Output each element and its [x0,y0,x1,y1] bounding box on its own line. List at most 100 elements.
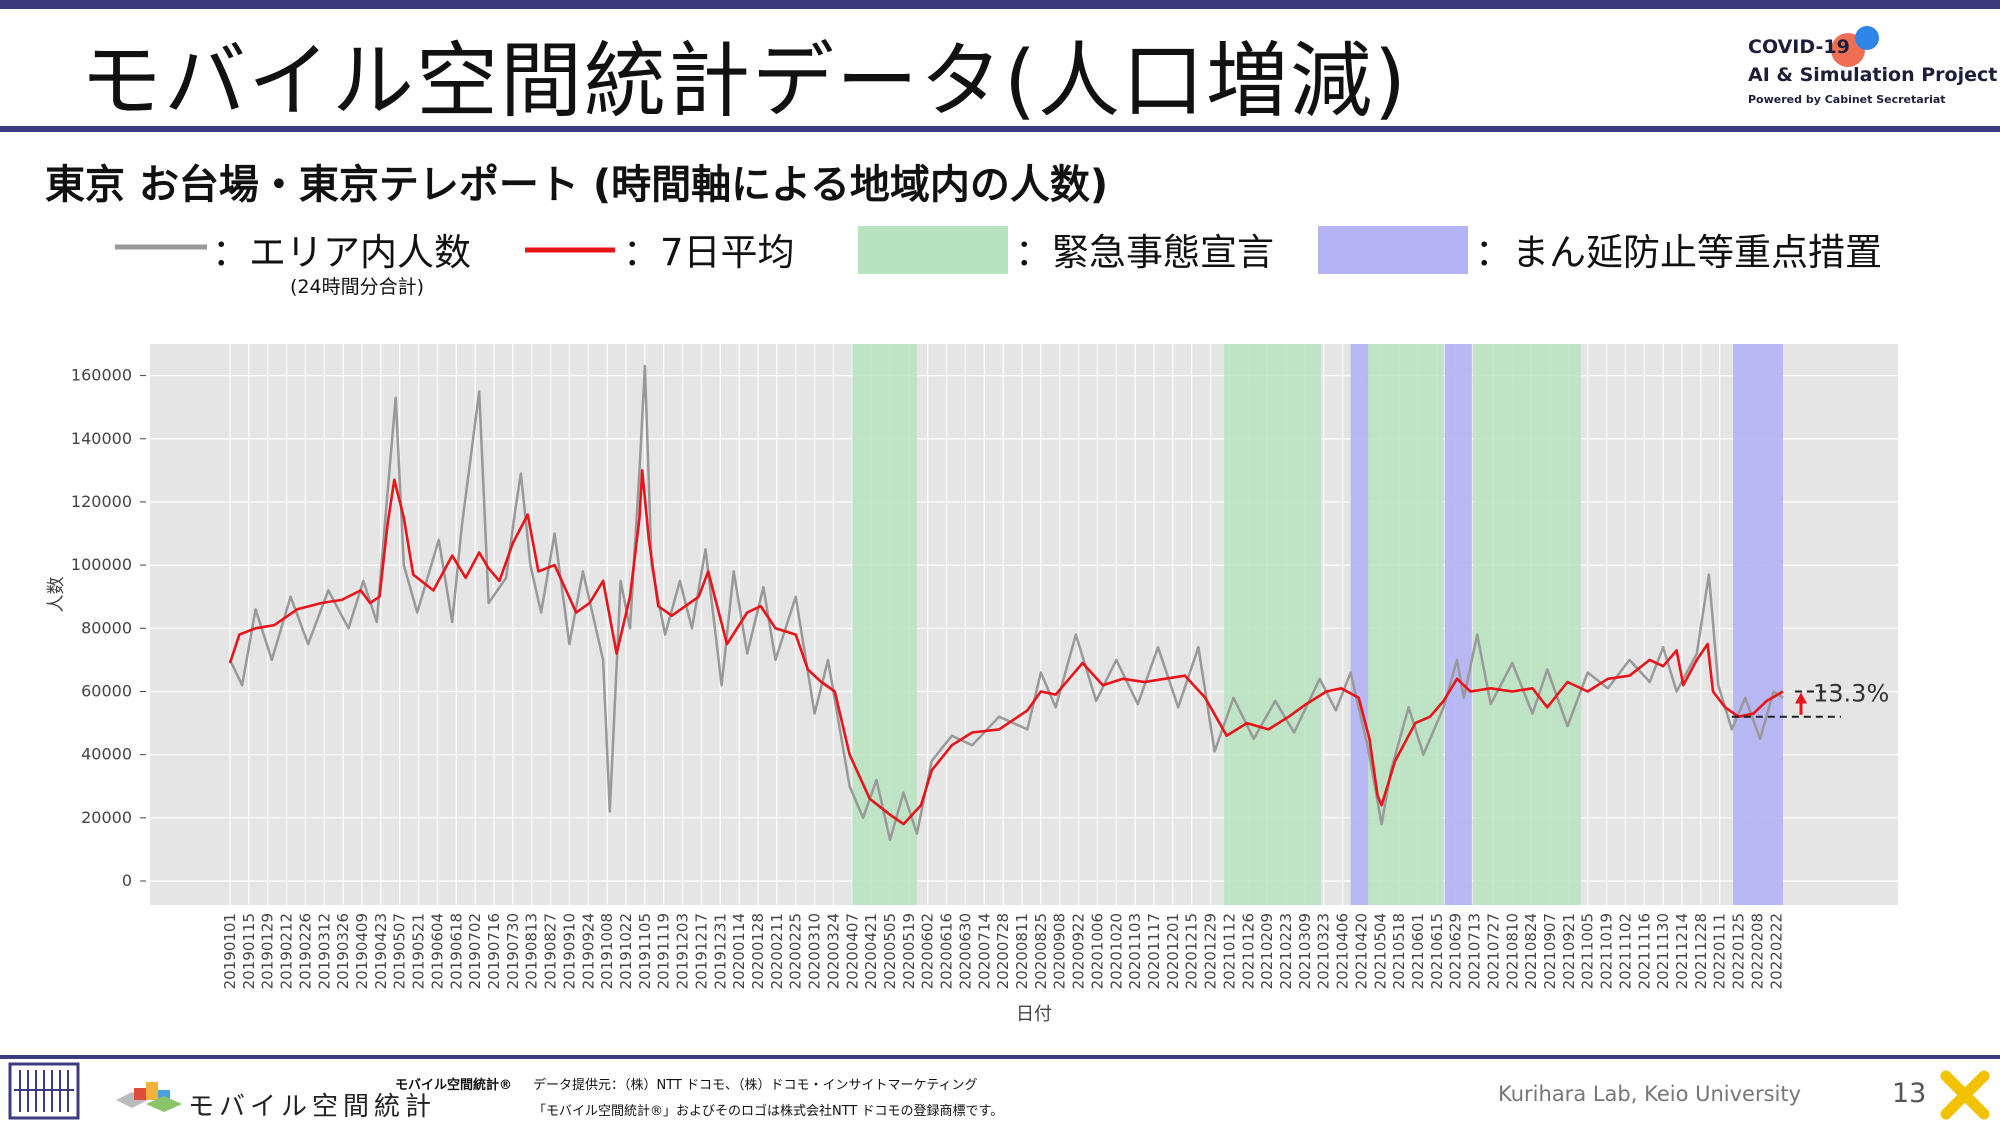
x-tick-label: 20190521 [410,913,428,989]
logo-line2: AI & Simulation Project [1748,64,1998,86]
x-tick-label: 20191008 [598,913,616,989]
x-tick-label: 20190924 [579,913,597,989]
x-tick-label: 20210824 [1522,913,1540,989]
legend-raw-label: ：エリア内人数 [212,231,471,274]
x-tick-label: 20210209 [1258,913,1276,989]
x-tick-label: 20210907 [1541,913,1559,989]
legend-avg-swatch [525,247,615,253]
x-tick-label: 20190702 [466,913,484,989]
legend-raw-swatch [115,244,207,250]
lab-logo-icon [8,1062,80,1120]
x-tick-label: 20200225 [787,913,805,989]
page-number: 13 [1892,1078,1927,1109]
x-tick-label: 20200324 [824,913,842,989]
semi-emergency-period-band [1444,344,1472,905]
x-tick-label: 20210615 [1428,913,1446,989]
x-tick-label: 20211005 [1579,913,1597,989]
x-tick-label: 20191231 [711,913,729,989]
x-tick-label: 20191105 [636,913,654,989]
x-tick-label: 20210518 [1390,913,1408,989]
x-tick-label: 20190226 [296,913,314,989]
series-avg-line [228,469,1784,826]
x-tick-label: 20210921 [1560,913,1578,989]
x-tick-label: 20200811 [1013,913,1031,989]
x-tick-label: 20220111 [1711,913,1729,989]
emergency-period-band [1368,344,1444,905]
x-tick-label: 20210126 [1239,913,1257,989]
y-tick-label: 160000 [71,366,132,385]
y-tick-label: 120000 [71,492,132,511]
header-divider [0,126,2000,132]
x-tick-label: 20191203 [674,913,692,989]
x-tick-label: 20201215 [1183,913,1201,989]
legend-semi-swatch [1318,226,1468,274]
x-tick-label: 20190604 [428,913,446,989]
x-tick-label: 20200602 [919,913,937,989]
x-tick-label: 20211130 [1654,913,1672,989]
y-tick-label: 20000 [81,808,132,827]
x-tick-label: 20190423 [372,913,390,989]
emergency-period-band [1224,344,1322,905]
x-tick-label: 20210112 [1220,913,1238,989]
series-raw-line [228,364,1784,842]
x-tick-label: 20190827 [542,913,560,989]
x-tick-label: 20190716 [485,913,503,989]
x-tick-label: 20210309 [1296,913,1314,989]
x-tick-label: 20210223 [1277,913,1295,989]
x-tick-label: 20190312 [315,913,333,989]
x-tick-label: 20210727 [1484,913,1502,989]
x-tick-label: 20210810 [1503,913,1521,989]
x-tick-label: 20200114 [730,913,748,989]
logo-line1: COVID-19 [1748,36,1850,58]
x-tick-label: 20210629 [1447,913,1465,989]
x-tick-label: 20200407 [843,913,861,989]
logo-line3: Powered by Cabinet Secretariat [1748,93,1946,106]
footer-credit: Kurihara Lab, Keio University [1498,1082,1802,1106]
semi-emergency-period-band [1733,344,1783,905]
x-tick-label: 20200310 [806,913,824,989]
x-tick-label: 20220208 [1748,913,1766,989]
x-tick-label: 20201020 [1107,913,1125,989]
y-tick-label: 100000 [71,555,132,574]
legend-raw-sublabel: (24時間分合計) [290,276,425,298]
x-tick-label: 20210420 [1352,913,1370,989]
footer-source-line1: データ提供元：（株）NTT ドコモ、（株）ドコモ・インサイトマーケティング [533,1078,978,1093]
covid-ai-logo: COVID-19 AI & Simulation Project Powered… [1744,22,1997,122]
x-tick-label: 20200825 [1032,913,1050,989]
legend-avg-label: ：7日平均 [623,231,795,274]
x-tick-label: 20210323 [1315,913,1333,989]
footer-divider [0,1055,2000,1059]
y-tick-label: 40000 [81,745,132,764]
annotation-arrow-head [1795,692,1807,704]
x-tick-label: 20201006 [1088,913,1106,989]
x-tick-label: 20190129 [259,913,277,989]
x-tick-label: 20200922 [1070,913,1088,989]
x-tick-label: 20211214 [1673,913,1691,989]
x-tick-label: 20190212 [278,913,296,989]
x-tick-label: 20190101 [221,913,239,989]
x-tick-label: 20200616 [938,913,956,989]
x-tick-label: 20210504 [1371,913,1389,989]
x-tick-label: 20220125 [1730,913,1748,989]
footer-source-title: モバイル空間統計® [395,1078,513,1093]
x-tick-label: 20190618 [447,913,465,989]
semi-emergency-period-band [1350,344,1369,905]
x-tick-label: 20210406 [1334,913,1352,989]
page-title: モバイル空間統計データ(人口増減) [80,34,1408,129]
x-tick-label: 20210713 [1466,913,1484,989]
x-tick-label: 20201229 [1202,913,1220,989]
x-tick-label: 20200505 [881,913,899,989]
y-tick-label: 0 [122,871,132,890]
legend-emergency-swatch [858,226,1008,274]
y-axis-label: 人数 [46,577,67,613]
x-tick-label: 20200128 [749,913,767,989]
x-tick-label: 20201201 [1164,913,1182,989]
x-tick-label: 20220222 [1767,913,1785,989]
x-tick-label: 20200714 [975,913,993,989]
footer-source-line2: 「モバイル空間統計®」およびそのロゴは株式会社NTT ドコモの登録商標です。 [533,1104,1004,1119]
x-tick-label: 20191119 [655,913,673,989]
legend-emergency-label: ：緊急事態宣言 [1015,231,1274,274]
y-tick-label: 140000 [71,429,132,448]
x-tick-label: 20211019 [1598,913,1616,989]
header-top-bar [0,0,2000,9]
